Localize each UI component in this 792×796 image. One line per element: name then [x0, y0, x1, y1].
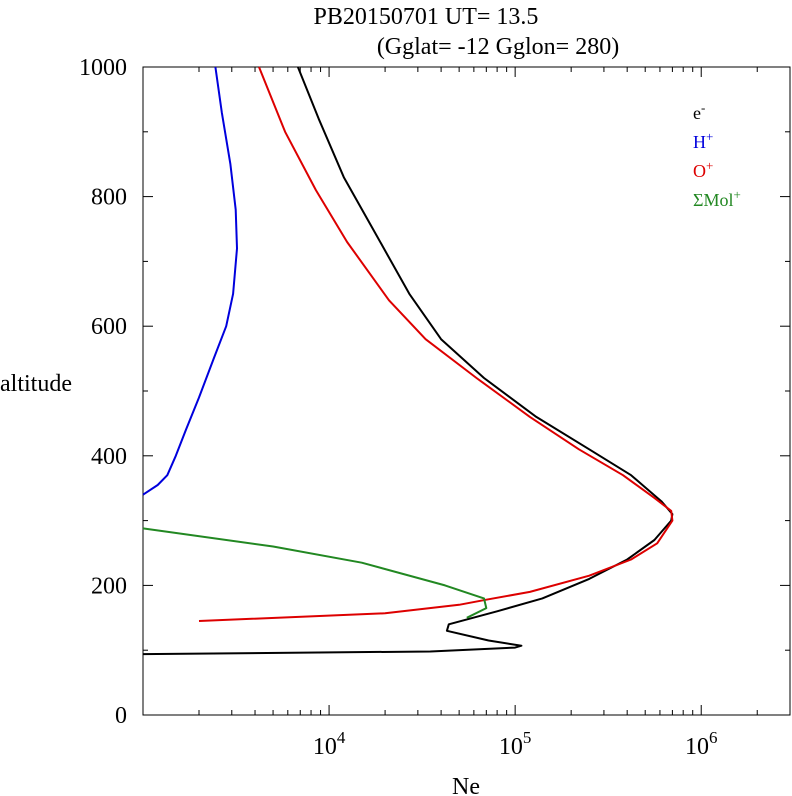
x-tick-exponent: 4 [337, 728, 346, 747]
x-tick-label: 105 [499, 728, 532, 760]
x-tick-base: 10 [685, 734, 709, 760]
y-tick-label: 800 [91, 185, 127, 211]
axis-ticks [142, 66, 791, 716]
legend-entry-name: ΣMol [693, 190, 733, 210]
legend-entry-2: O+ [693, 158, 713, 181]
legend-entry-1: H+ [693, 129, 713, 152]
series-line-0 [142, 66, 674, 656]
x-tick-label: 104 [313, 728, 346, 760]
series-line-3 [142, 527, 488, 619]
legend-entry-0: e- [693, 100, 705, 123]
x-tick-base: 10 [313, 734, 337, 760]
x-tick-label: 106 [685, 728, 718, 760]
legend-entry-superscript: + [706, 129, 713, 144]
x-tick-base: 10 [499, 734, 523, 760]
series-line-2 [198, 66, 674, 622]
legend-entry-name: O [693, 161, 706, 181]
legend: e-H+O+ΣMol+ [693, 100, 741, 210]
y-axis-label: altitude [0, 371, 72, 397]
y-tick-label: 400 [91, 444, 127, 470]
y-tick-label: 1000 [79, 55, 127, 81]
x-tick-exponent: 6 [709, 728, 718, 747]
y-tick-labels: 0 200 400 600 800 1000 [79, 55, 127, 729]
chart-title: PB20150701 UT= 13.5 [314, 4, 539, 30]
y-tick-label: 0 [115, 703, 127, 729]
legend-entry-superscript: + [706, 158, 713, 173]
y-tick-label: 600 [91, 314, 127, 340]
legend-entry-superscript: - [701, 100, 705, 115]
legend-entry-name: e [693, 103, 701, 123]
legend-entry-superscript: + [733, 187, 740, 202]
x-axis-label: Ne [452, 774, 480, 796]
y-tick-label: 200 [91, 573, 127, 599]
x-tick-exponent: 5 [523, 728, 532, 747]
series-line-1 [142, 66, 238, 496]
legend-entry-name: H [693, 132, 706, 152]
legend-entry-3: ΣMol+ [693, 187, 741, 210]
x-tick-labels: 104 105 106 [313, 728, 718, 760]
series-curves [142, 66, 674, 656]
chart-subtitle: (Gglat= -12 Gglon= 280) [377, 34, 619, 60]
